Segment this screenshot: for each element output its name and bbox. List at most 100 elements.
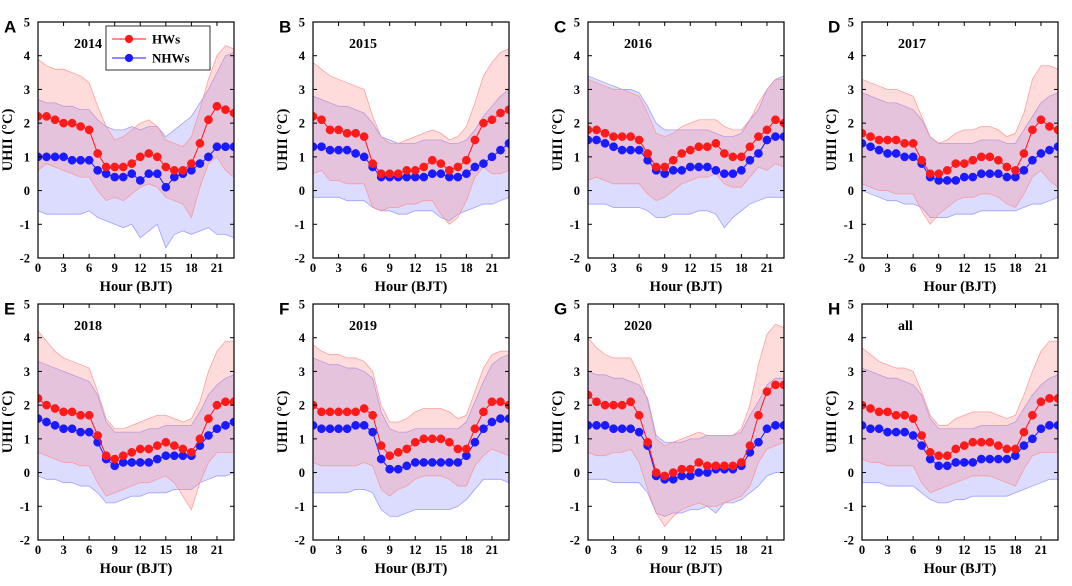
hws-point <box>351 128 360 138</box>
hws-point <box>702 461 712 471</box>
nhws-point <box>762 135 772 145</box>
hws-point <box>917 431 927 440</box>
year-label: 2017 <box>898 37 926 52</box>
y-tick-label: 0 <box>299 184 305 198</box>
x-axis-title: Hour (BJT) <box>375 561 448 577</box>
nhws-point <box>169 451 179 461</box>
nhws-point <box>771 132 780 141</box>
hws-point <box>110 454 120 464</box>
hws-point <box>42 400 51 410</box>
y-tick-label: -1 <box>570 500 580 514</box>
x-tick-label: 6 <box>361 261 367 275</box>
nhws-point <box>84 155 94 165</box>
y-tick-label: 2 <box>299 399 305 413</box>
hws-point <box>187 447 196 457</box>
panel-letter: G <box>554 299 567 318</box>
nhws-point <box>161 182 171 192</box>
nhws-point <box>592 135 601 145</box>
nhws-point <box>479 159 488 168</box>
nhws-point <box>900 152 909 162</box>
axes-frame <box>587 21 785 259</box>
y-tick-label: 0 <box>24 466 30 480</box>
nhws-point <box>470 437 480 447</box>
hws-point <box>487 397 497 407</box>
nhws-point <box>204 431 213 440</box>
nhws-point <box>1053 421 1058 430</box>
y-tick-label: 2 <box>848 399 854 413</box>
nhws-point <box>891 427 901 437</box>
hws-point <box>376 441 386 450</box>
x-tick-label: 12 <box>134 543 147 557</box>
nhws-point <box>313 142 318 152</box>
axes-frame <box>37 303 235 541</box>
hws-point <box>1045 122 1054 131</box>
year-label: 2016 <box>624 37 652 52</box>
hws-point <box>470 135 480 145</box>
nhws-point <box>496 414 505 423</box>
y-tick-label: -2 <box>20 252 30 266</box>
hws-point <box>719 461 729 471</box>
x-tick-label: 9 <box>387 543 393 557</box>
nhws-point <box>609 424 618 434</box>
y-tick-label: 1 <box>574 432 580 446</box>
nhws-point <box>204 152 213 162</box>
nhws-point <box>908 431 918 440</box>
nhws-point <box>609 142 618 152</box>
x-tick-label: 12 <box>958 543 971 557</box>
x-tick-label: 21 <box>486 543 499 557</box>
hws-point <box>1053 394 1058 403</box>
nhws-point <box>419 458 429 467</box>
y-tick-label: 1 <box>848 150 854 164</box>
nhws-point <box>152 169 162 179</box>
nhws-point <box>866 142 875 152</box>
x-tick-label: 15 <box>710 261 723 275</box>
hws-point <box>368 410 378 420</box>
nhws-point <box>1019 441 1029 450</box>
x-tick-label: 21 <box>211 261 224 275</box>
nhws-point <box>479 424 488 434</box>
nhws-point <box>93 165 103 175</box>
hws-point <box>496 108 505 118</box>
x-axis-title: Hour (BJT) <box>924 279 997 295</box>
y-tick-label: -1 <box>844 500 854 514</box>
nhws-point <box>959 172 969 182</box>
x-tick-label: 0 <box>585 261 591 275</box>
y-tick-label: 4 <box>24 49 31 63</box>
hws-point <box>118 451 128 461</box>
nhws-point <box>317 142 326 152</box>
hws-point <box>600 128 610 138</box>
hws-point <box>410 165 420 175</box>
hws-point <box>651 468 661 477</box>
hws-point <box>427 155 437 165</box>
y-tick-label: 5 <box>574 298 580 312</box>
hws-point <box>453 444 463 454</box>
nhws-point <box>1045 145 1054 155</box>
hws-point <box>891 410 901 420</box>
hws-point <box>968 155 978 165</box>
y-tick-label: -2 <box>570 534 580 548</box>
y-tick-label: -2 <box>570 252 580 266</box>
hws-point <box>204 115 213 125</box>
y-tick-label: 1 <box>24 150 30 164</box>
hws-point <box>317 115 326 125</box>
year-label: 2018 <box>74 319 102 334</box>
y-tick-label: -2 <box>295 534 305 548</box>
nhws-point <box>762 424 772 434</box>
nhws-point <box>67 155 77 165</box>
nhws-point <box>1028 155 1037 165</box>
hws-point <box>93 149 103 158</box>
x-tick-label: 0 <box>859 543 865 557</box>
nhws-point <box>600 421 610 430</box>
x-tick-label: 12 <box>684 261 697 275</box>
nhws-point <box>334 424 343 434</box>
hws-point <box>934 451 944 461</box>
nhws-point <box>42 417 51 427</box>
nhws-point <box>908 152 918 162</box>
hws-point <box>161 437 171 447</box>
nhws-point <box>779 132 784 141</box>
hws-point <box>908 414 918 423</box>
hws-point <box>169 441 179 450</box>
y-axis-title: UHII (°C) <box>0 109 16 172</box>
hws-point <box>1011 165 1020 175</box>
